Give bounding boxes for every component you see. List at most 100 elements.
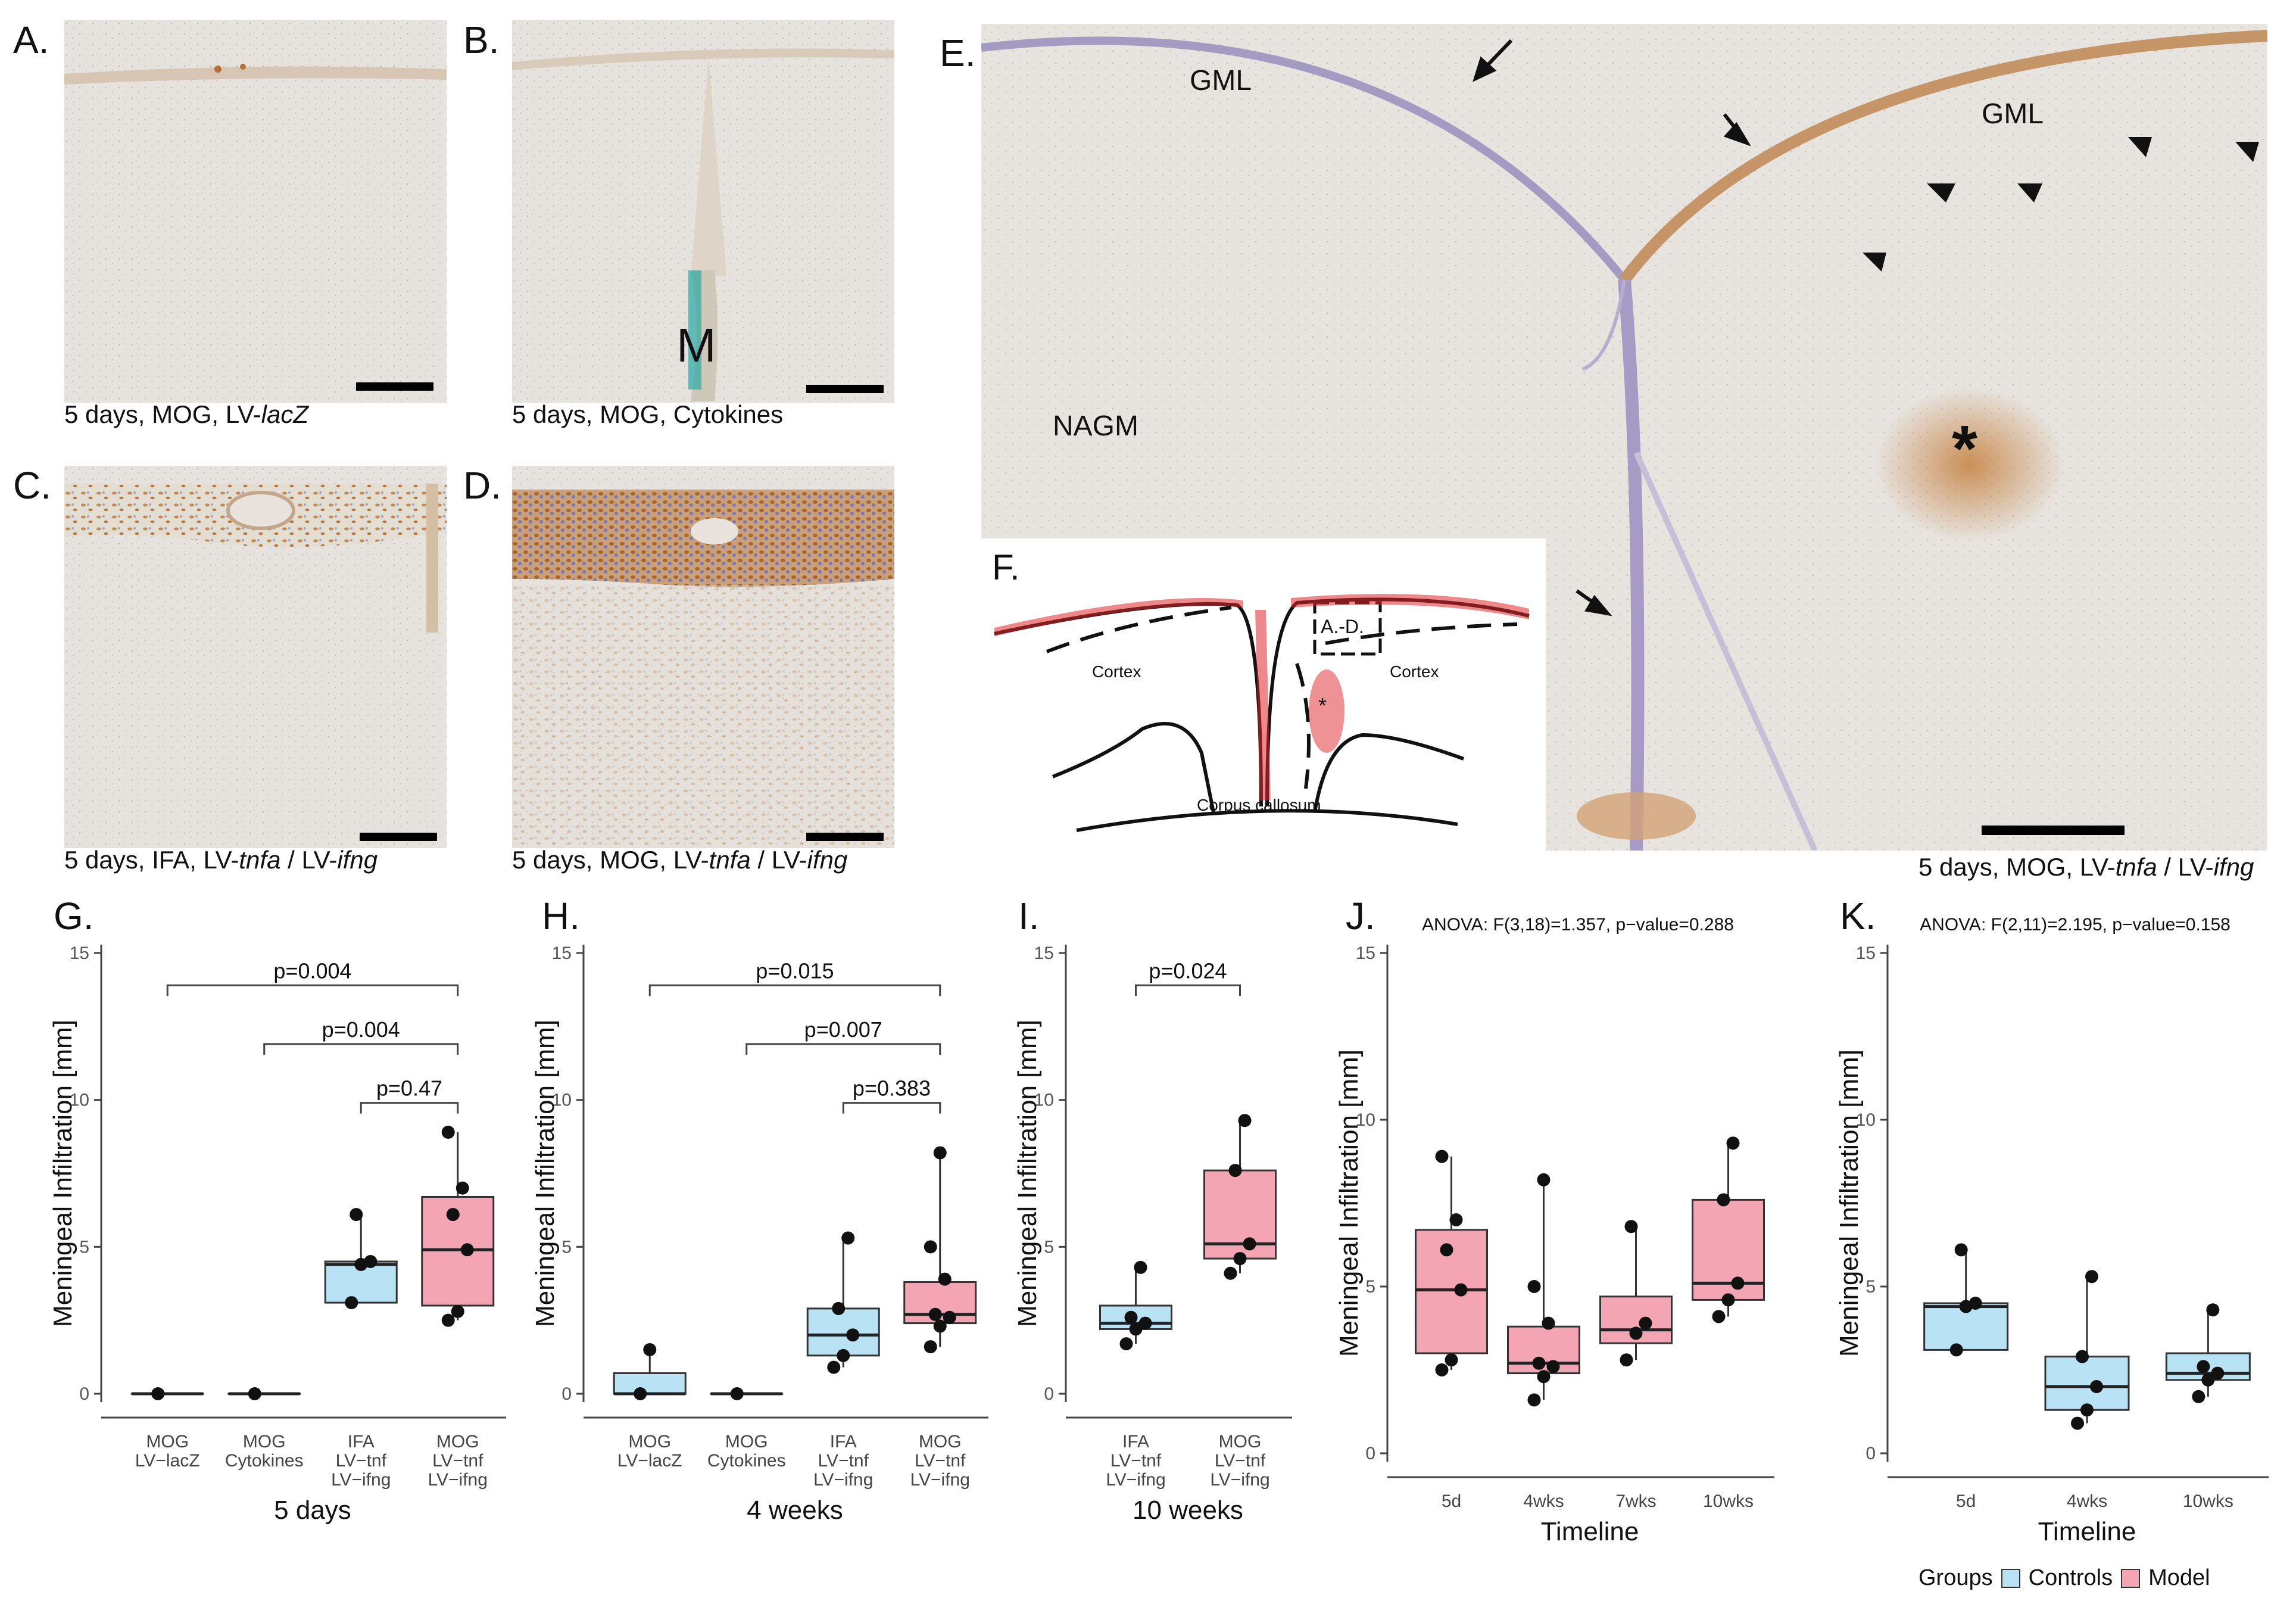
data-point — [2211, 1366, 2225, 1380]
y-tick-label: 10 — [1856, 1110, 1876, 1130]
lesion-star-label: * — [1318, 693, 1327, 718]
data-point — [846, 1328, 860, 1342]
x-tick-label: MOG — [919, 1432, 962, 1452]
significance-bracket — [360, 1102, 459, 1114]
data-point — [837, 1348, 850, 1362]
data-point — [1639, 1316, 1652, 1330]
y-tick-label: 5 — [1866, 1277, 1876, 1297]
p-value-label: p=0.007 — [804, 1017, 882, 1042]
x-tick-label: IFA — [830, 1432, 857, 1452]
arrow-icons — [1473, 39, 2259, 616]
significance-bracket — [1135, 984, 1241, 996]
data-point — [1435, 1150, 1449, 1163]
lesion-asterisk: * — [1952, 412, 1977, 485]
data-point — [2090, 1380, 2103, 1393]
data-point — [1435, 1363, 1449, 1376]
y-axis-label: Meningeal Infiltration [mm] — [48, 1020, 77, 1327]
data-point — [1440, 1243, 1453, 1257]
data-point — [1228, 1164, 1242, 1178]
data-point — [1546, 1360, 1560, 1373]
y-axis-label: Meningeal Infiltration [mm] — [1334, 1049, 1364, 1357]
x-tick-label: LV−ifng — [428, 1470, 488, 1490]
p-value-label: p=0.004 — [273, 958, 351, 983]
caption-b: 5 days, MOG, Cytokines — [512, 400, 784, 428]
x-tick-label: LV−tnf — [818, 1451, 869, 1471]
data-point — [730, 1387, 744, 1400]
y-tick-label: 0 — [1866, 1444, 1876, 1463]
significance-bracket — [166, 984, 459, 996]
x-axis-label: Timeline — [2038, 1517, 2136, 1546]
x-tick-label: 5d — [1442, 1491, 1461, 1511]
x-tick-label: 4wks — [1523, 1491, 1564, 1511]
x-tick-label: LV−tnf — [336, 1451, 387, 1471]
data-point — [634, 1387, 647, 1400]
data-point — [1537, 1173, 1551, 1186]
p-value-label: p=0.015 — [756, 958, 834, 983]
gml-label-left: GML — [1190, 65, 1252, 96]
data-point — [1717, 1193, 1730, 1207]
data-point — [1620, 1353, 1633, 1367]
y-tick-label: 5 — [79, 1237, 89, 1257]
y-axis-label: Meningeal Infiltration [mm] — [1835, 1049, 1864, 1357]
x-tick-label: LV−lacZ — [617, 1451, 682, 1471]
x-tick-label: IFA — [1122, 1432, 1149, 1452]
data-point — [832, 1301, 846, 1315]
x-tick-label: MOG — [725, 1432, 768, 1452]
data-point — [1454, 1283, 1468, 1297]
data-point — [1624, 1220, 1638, 1234]
cortex-label-left: Cortex — [1092, 662, 1141, 681]
data-point — [928, 1307, 942, 1321]
data-point — [643, 1343, 657, 1356]
x-tick-label: MOG — [146, 1432, 189, 1452]
nagm-label: NAGM — [1053, 410, 1138, 442]
data-point — [451, 1304, 464, 1318]
x-tick-label: 4wks — [2067, 1491, 2107, 1511]
data-point — [248, 1387, 261, 1400]
x-tick-label: LV−ifng — [813, 1470, 873, 1490]
x-tick-label: LV−ifng — [1106, 1470, 1165, 1490]
data-point — [1712, 1310, 1726, 1323]
p-value-label: p=0.47 — [376, 1076, 442, 1101]
y-tick-label: 0 — [561, 1384, 572, 1404]
data-point — [1969, 1297, 1982, 1310]
box — [806, 1307, 880, 1357]
box — [613, 1372, 687, 1395]
data-point — [1527, 1393, 1541, 1407]
data-point — [841, 1231, 855, 1245]
data-point — [1542, 1316, 1555, 1330]
caption-c: 5 days, IFA, LV-tnfa / LV-ifng — [64, 846, 378, 874]
x-tick-label: LV−tnf — [432, 1451, 483, 1471]
y-axis-label: Meningeal Infiltration [mm] — [1013, 1020, 1042, 1327]
meninges-label: M — [676, 319, 716, 372]
p-value-label: p=0.383 — [853, 1076, 931, 1101]
data-point — [1731, 1276, 1745, 1290]
x-tick-label: LV−tnf — [1110, 1451, 1162, 1471]
y-tick-label: 15 — [1856, 943, 1876, 963]
data-point — [943, 1310, 956, 1324]
x-tick-label: MOG — [1219, 1432, 1262, 1452]
data-point — [2197, 1360, 2210, 1373]
y-tick-label: 5 — [1365, 1277, 1375, 1297]
y-tick-label: 10 — [70, 1091, 89, 1110]
y-axis-label: Meningeal Infiltration [mm] — [531, 1020, 560, 1327]
x-tick-label: 10wks — [2183, 1491, 2233, 1511]
x-tick-label: 5d — [1956, 1491, 1976, 1511]
p-value-label: p=0.004 — [322, 1017, 400, 1042]
anova-title: ANOVA: F(3,18)=1.357, p−value=0.288 — [1422, 915, 1734, 935]
x-tick-label: LV−ifng — [910, 1470, 970, 1490]
y-tick-label: 10 — [1034, 1091, 1054, 1110]
y-tick-label: 15 — [1034, 943, 1054, 963]
legend: Groups Controls Model — [1918, 1565, 2210, 1591]
data-point — [364, 1255, 378, 1268]
data-point — [1527, 1280, 1541, 1293]
data-point — [1449, 1213, 1463, 1226]
data-point — [827, 1360, 841, 1374]
data-point — [151, 1387, 165, 1400]
data-point — [456, 1181, 469, 1195]
data-point — [2080, 1403, 2094, 1417]
panel-letter-a: A. — [13, 18, 49, 61]
x-axis-label: 4 weeks — [747, 1496, 843, 1525]
x-tick-label: MOG — [243, 1432, 286, 1452]
box — [2044, 1356, 2130, 1411]
x-tick-label: IFA — [348, 1432, 375, 1452]
